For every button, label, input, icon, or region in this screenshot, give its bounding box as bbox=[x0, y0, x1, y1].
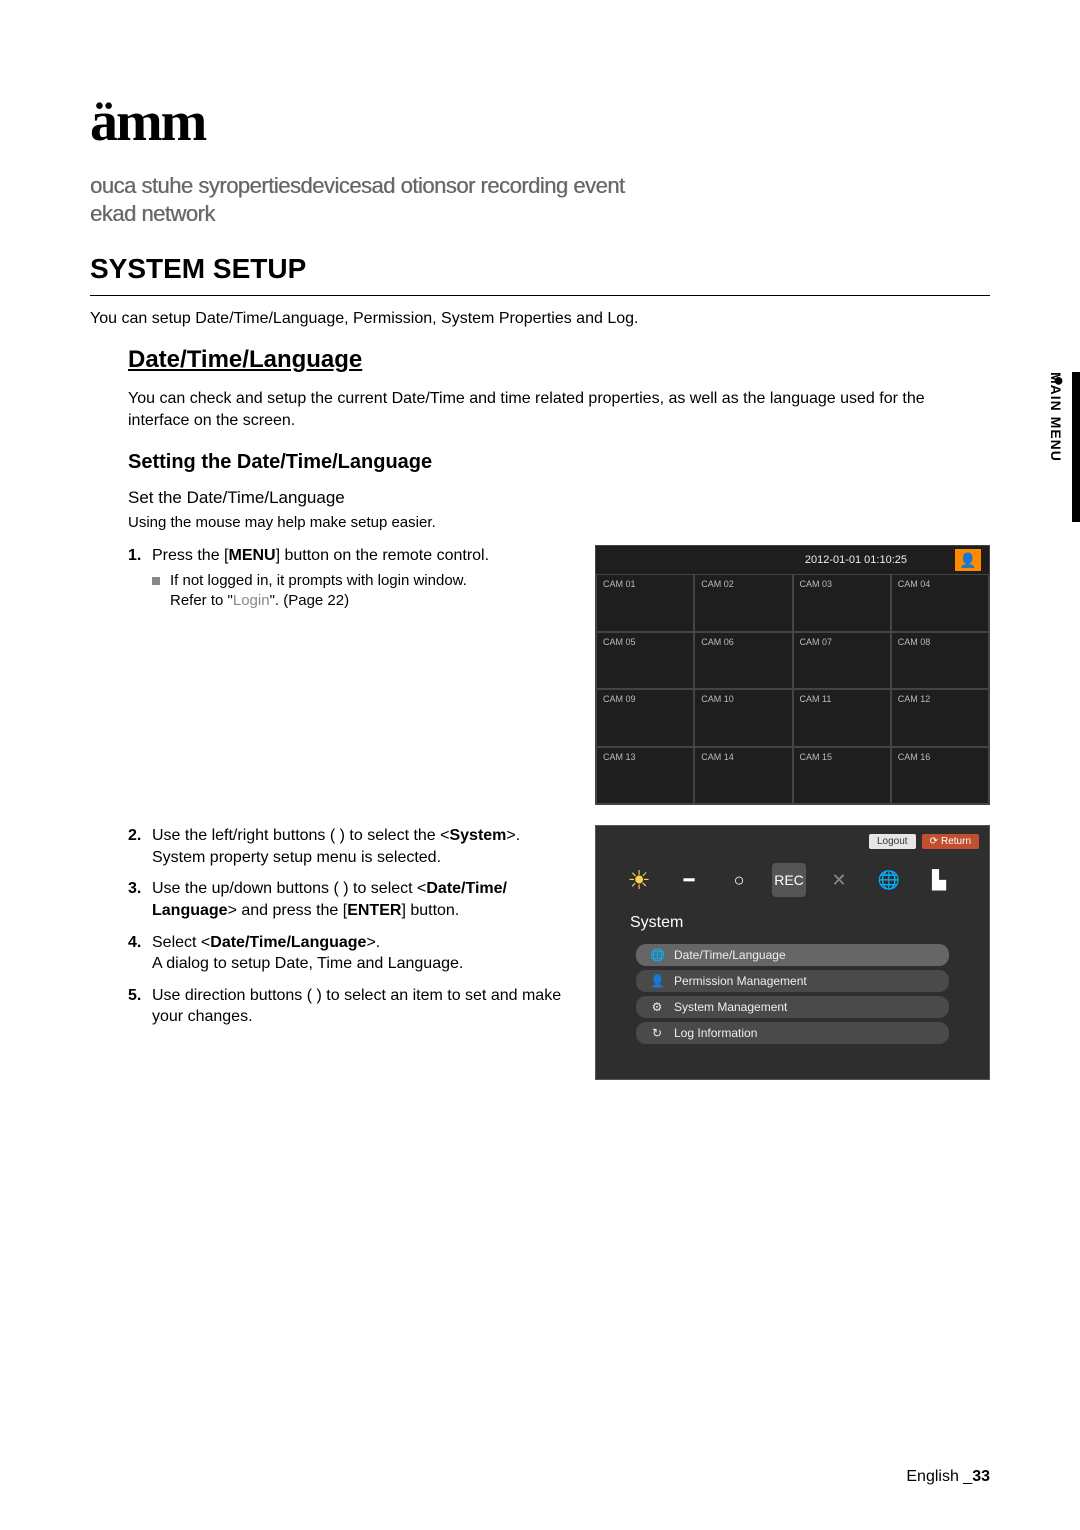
system-setup-desc: You can setup Date/Time/Language, Permis… bbox=[90, 310, 990, 328]
camera-cell: CAM 02 bbox=[694, 574, 792, 632]
return-button: ⟳Return bbox=[922, 834, 979, 849]
rec-icon: REC bbox=[772, 863, 806, 897]
side-tab: ● MAIN MENU bbox=[1062, 372, 1080, 522]
bullet-icon bbox=[152, 577, 160, 585]
side-line bbox=[1072, 372, 1080, 522]
globe-icon: 🌐 bbox=[872, 863, 906, 897]
step-5: 5. Use direction buttons ( ) to select a… bbox=[128, 985, 575, 1028]
camera-cell: CAM 03 bbox=[793, 574, 891, 632]
date-time-language-desc: You can check and setup the current Date… bbox=[128, 388, 990, 431]
logo: ämm bbox=[90, 90, 990, 154]
camera-cell: CAM 08 bbox=[891, 632, 989, 690]
menu-item-label: Log Information bbox=[674, 1026, 757, 1040]
intro-line1: ouca stuhe syropertiesdevicesad otionsor… bbox=[90, 172, 990, 200]
camera-cell: CAM 07 bbox=[793, 632, 891, 690]
camera-cell: CAM 09 bbox=[596, 689, 694, 747]
menu-item-label: Date/Time/Language bbox=[674, 948, 786, 962]
footer-page-number: 33 bbox=[972, 1468, 990, 1485]
intro-text: ouca stuhe syropertiesdevicesad otionsor… bbox=[90, 172, 990, 227]
camera-cell: CAM 16 bbox=[891, 747, 989, 805]
page-footer: English _33 bbox=[906, 1468, 990, 1486]
hint-mouse: Using the mouse may help make setup easi… bbox=[128, 514, 990, 531]
menu-item-label: System Management bbox=[674, 1000, 787, 1014]
subheading-set-dtl: Set the Date/Time/Language bbox=[128, 488, 990, 508]
heading-system-setup: SYSTEM SETUP bbox=[90, 253, 990, 296]
camera-cell: CAM 12 bbox=[891, 689, 989, 747]
heading-date-time-language: Date/Time/Language bbox=[128, 346, 990, 374]
system-menu-item: ⚙ System Management bbox=[636, 996, 949, 1018]
menu-item-label: Permission Management bbox=[674, 974, 807, 988]
settings-sun-icon: ☀ bbox=[622, 863, 656, 897]
camera-cell: CAM 10 bbox=[694, 689, 792, 747]
camera-cell: CAM 01 bbox=[596, 574, 694, 632]
menu-item-icon: 👤 bbox=[650, 974, 664, 988]
camera-cell: CAM 14 bbox=[694, 747, 792, 805]
camera-grid-screenshot: 2012-01-01 01:10:25 👤 CAM 01CAM 02CAM 03… bbox=[595, 545, 990, 805]
logout-button: Logout bbox=[869, 834, 916, 849]
cross-icon: ✕ bbox=[822, 863, 856, 897]
menu-item-icon: ⚙ bbox=[650, 1000, 664, 1014]
step-4: 4. Select <Date/Time/Language>. A dialog… bbox=[128, 932, 575, 975]
camera-cell: CAM 15 bbox=[793, 747, 891, 805]
slider-icon: ━ bbox=[672, 863, 706, 897]
step-num: 3. bbox=[128, 878, 152, 921]
user-icon: 👤 bbox=[955, 549, 981, 571]
step-num: 1. bbox=[128, 545, 152, 611]
shot-datetime: 2012-01-01 01:10:25 bbox=[805, 554, 907, 566]
menu-item-icon: ↻ bbox=[650, 1026, 664, 1040]
camera-cell: CAM 06 bbox=[694, 632, 792, 690]
camera-cell: CAM 13 bbox=[596, 747, 694, 805]
camera-cell: CAM 11 bbox=[793, 689, 891, 747]
network-icon: ▙ bbox=[922, 863, 956, 897]
camera-cell: CAM 04 bbox=[891, 574, 989, 632]
system-menu-title: System bbox=[630, 914, 683, 932]
camera-cell: CAM 05 bbox=[596, 632, 694, 690]
intro-line2: ekad network bbox=[90, 200, 990, 228]
step-num: 5. bbox=[128, 985, 152, 1028]
system-menu-screenshot: Logout ⟳Return ☀ ━ ○ REC ✕ 🌐 ▙ System 🌐 D… bbox=[595, 825, 990, 1080]
circle-icon: ○ bbox=[722, 863, 756, 897]
step-num: 2. bbox=[128, 825, 152, 868]
footer-language: English _ bbox=[906, 1468, 972, 1485]
menu-item-icon: 🌐 bbox=[650, 948, 664, 962]
step1-sub: If not logged in, it prompts with login … bbox=[152, 571, 575, 612]
system-menu-item: 🌐 Date/Time/Language bbox=[636, 944, 949, 966]
step-num: 4. bbox=[128, 932, 152, 975]
sidebar-label: MAIN MENU bbox=[1048, 372, 1064, 462]
heading-setting-dtl: Setting the Date/Time/Language bbox=[128, 451, 990, 474]
system-menu-item: ↻ Log Information bbox=[636, 1022, 949, 1044]
step1-text: Press the [MENU] button on the remote co… bbox=[152, 547, 489, 564]
step-2: 2. Use the left/right buttons ( ) to sel… bbox=[128, 825, 575, 868]
system-menu-item: 👤 Permission Management bbox=[636, 970, 949, 992]
step-3: 3. Use the up/down buttons ( ) to select… bbox=[128, 878, 575, 921]
step-1: 1. Press the [MENU] button on the remote… bbox=[128, 545, 575, 611]
